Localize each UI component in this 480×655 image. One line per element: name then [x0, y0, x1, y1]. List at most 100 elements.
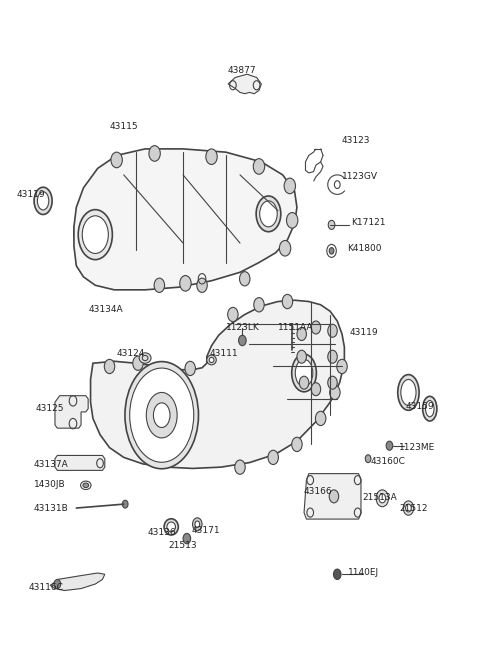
- Circle shape: [328, 350, 337, 364]
- Polygon shape: [55, 455, 105, 470]
- Circle shape: [195, 521, 200, 527]
- Text: 43160C: 43160C: [371, 457, 405, 466]
- Ellipse shape: [82, 215, 108, 253]
- Circle shape: [337, 360, 347, 373]
- Text: 43119: 43119: [17, 190, 46, 199]
- Text: 43111: 43111: [209, 349, 238, 358]
- Circle shape: [206, 149, 217, 164]
- Ellipse shape: [256, 196, 281, 232]
- Ellipse shape: [78, 210, 112, 259]
- Circle shape: [111, 152, 122, 168]
- Text: 1123LK: 1123LK: [226, 323, 260, 332]
- Circle shape: [335, 181, 340, 189]
- Circle shape: [311, 321, 321, 334]
- Circle shape: [149, 145, 160, 161]
- Ellipse shape: [37, 192, 49, 210]
- Circle shape: [406, 504, 411, 512]
- Text: 1123ME: 1123ME: [399, 443, 435, 452]
- Circle shape: [282, 294, 293, 309]
- Text: 1123GV: 1123GV: [342, 172, 378, 181]
- Text: 43119: 43119: [349, 328, 378, 337]
- Circle shape: [287, 213, 298, 228]
- Ellipse shape: [292, 354, 316, 392]
- Text: 1151AA: 1151AA: [278, 323, 313, 332]
- Ellipse shape: [398, 375, 419, 410]
- Circle shape: [386, 441, 393, 450]
- Polygon shape: [304, 474, 361, 519]
- Circle shape: [133, 356, 143, 370]
- Ellipse shape: [423, 396, 437, 421]
- Text: 43123: 43123: [342, 136, 371, 145]
- Circle shape: [197, 278, 207, 292]
- Text: 43134A: 43134A: [88, 305, 123, 314]
- Circle shape: [327, 244, 336, 257]
- Text: 43131B: 43131B: [34, 504, 68, 513]
- Circle shape: [334, 569, 341, 580]
- Text: 43125: 43125: [36, 404, 64, 413]
- Text: 43166: 43166: [304, 487, 333, 496]
- Circle shape: [292, 438, 302, 451]
- Circle shape: [180, 276, 191, 291]
- Text: 43115: 43115: [109, 122, 138, 130]
- Circle shape: [297, 350, 306, 364]
- Polygon shape: [50, 573, 105, 591]
- Polygon shape: [91, 300, 344, 468]
- Circle shape: [54, 580, 60, 589]
- Circle shape: [300, 376, 309, 389]
- Ellipse shape: [130, 368, 194, 462]
- Ellipse shape: [154, 403, 170, 428]
- Circle shape: [297, 328, 306, 341]
- Circle shape: [279, 240, 291, 256]
- Text: 43136: 43136: [147, 527, 176, 536]
- Circle shape: [329, 248, 334, 254]
- Text: 43116C: 43116C: [29, 583, 64, 591]
- Text: 43137A: 43137A: [34, 460, 68, 469]
- Polygon shape: [74, 149, 297, 290]
- Circle shape: [154, 278, 165, 292]
- Polygon shape: [55, 396, 88, 428]
- Circle shape: [328, 324, 337, 337]
- Circle shape: [328, 376, 337, 389]
- Ellipse shape: [401, 379, 416, 405]
- Ellipse shape: [425, 401, 434, 417]
- Text: 1430JB: 1430JB: [34, 480, 65, 489]
- Text: 43159: 43159: [406, 402, 435, 411]
- Circle shape: [379, 494, 385, 503]
- Ellipse shape: [83, 483, 89, 487]
- Circle shape: [185, 362, 195, 375]
- Circle shape: [284, 178, 296, 194]
- Circle shape: [235, 460, 245, 474]
- Circle shape: [365, 455, 371, 462]
- Text: 21513A: 21513A: [362, 493, 397, 502]
- Ellipse shape: [146, 392, 177, 438]
- Circle shape: [240, 272, 250, 286]
- Circle shape: [253, 159, 264, 174]
- Text: K41800: K41800: [347, 244, 381, 253]
- Ellipse shape: [207, 355, 216, 365]
- Text: 21513: 21513: [169, 540, 197, 550]
- Circle shape: [104, 360, 115, 373]
- Ellipse shape: [34, 187, 52, 214]
- Circle shape: [311, 383, 321, 396]
- Circle shape: [329, 490, 339, 503]
- Ellipse shape: [164, 519, 179, 535]
- Circle shape: [239, 335, 246, 346]
- Ellipse shape: [295, 360, 313, 386]
- Circle shape: [254, 297, 264, 312]
- Ellipse shape: [139, 353, 151, 364]
- Circle shape: [403, 501, 414, 515]
- Circle shape: [315, 411, 326, 426]
- Text: 43171: 43171: [192, 525, 220, 534]
- Circle shape: [122, 500, 128, 508]
- Text: K17121: K17121: [351, 218, 386, 227]
- Circle shape: [268, 450, 278, 464]
- Text: 43877: 43877: [228, 66, 257, 75]
- Circle shape: [328, 220, 335, 229]
- Circle shape: [376, 490, 388, 507]
- Ellipse shape: [125, 362, 199, 469]
- Circle shape: [330, 385, 340, 400]
- Ellipse shape: [260, 201, 277, 227]
- Text: 1140EJ: 1140EJ: [348, 569, 379, 578]
- Text: 21512: 21512: [399, 504, 428, 513]
- Ellipse shape: [209, 358, 214, 363]
